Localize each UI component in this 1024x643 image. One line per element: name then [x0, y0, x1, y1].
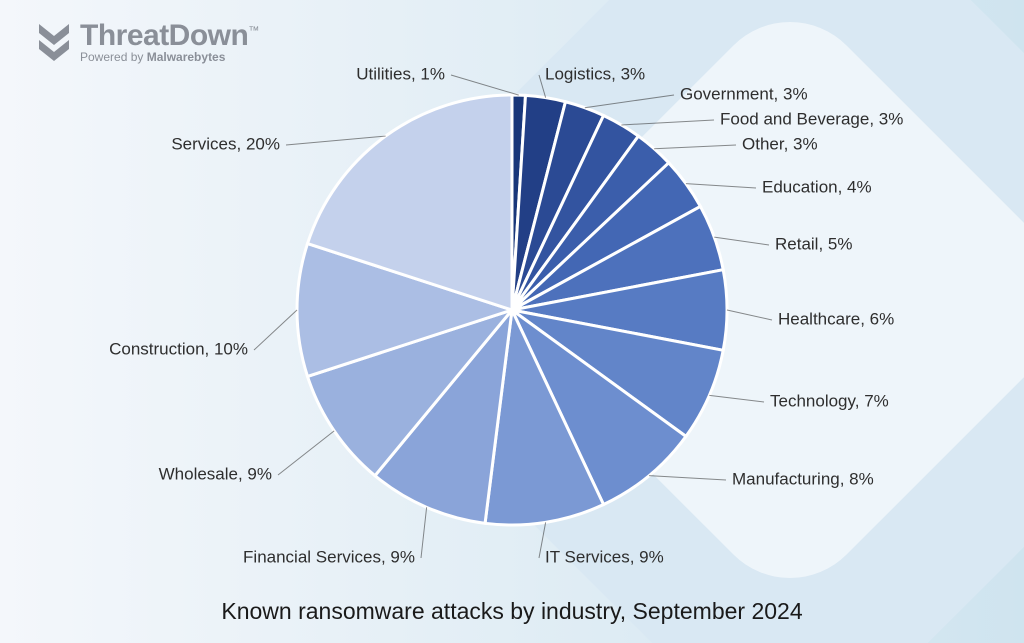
leader-line	[278, 431, 334, 475]
slice-label: Construction, 10%	[109, 339, 248, 358]
chart-caption: Known ransomware attacks by industry, Se…	[0, 598, 1024, 625]
slice-label: Financial Services, 9%	[243, 547, 415, 566]
leader-line	[709, 395, 764, 402]
leader-line	[649, 476, 726, 480]
leader-line	[286, 136, 386, 145]
slice-label: IT Services, 9%	[545, 547, 664, 566]
leader-line	[451, 75, 519, 95]
slice-label: Technology, 7%	[770, 391, 889, 410]
leader-line	[254, 310, 297, 350]
slice-label: Other, 3%	[742, 134, 818, 153]
leader-line	[585, 95, 674, 108]
slice-label: Logistics, 3%	[545, 64, 645, 83]
logo-brand-text: ThreatDown™	[80, 20, 259, 52]
leader-line	[714, 237, 769, 245]
slice-label: Retail, 5%	[775, 234, 852, 253]
slice-label: Wholesale, 9%	[159, 464, 272, 483]
leader-line	[621, 120, 714, 125]
slice-label: Education, 4%	[762, 177, 872, 196]
slice-label: Manufacturing, 8%	[732, 469, 874, 488]
slice-label: Services, 20%	[171, 134, 280, 153]
pie-chart: Utilities, 1% Logistics, 3% Government, 3%…	[0, 0, 1024, 643]
slice-label: Healthcare, 6%	[778, 309, 894, 328]
threatdown-logo: ThreatDown™ Powered by Malwarebytes	[36, 20, 259, 64]
chevrons-down-icon	[36, 20, 72, 62]
leader-line	[421, 507, 427, 558]
leader-line	[686, 184, 756, 188]
slice-label: Government, 3%	[680, 84, 808, 103]
slice-label: Food and Beverage, 3%	[720, 109, 903, 128]
leader-line	[727, 310, 772, 320]
leader-line	[654, 145, 736, 149]
slice-label: Utilities, 1%	[356, 64, 445, 83]
